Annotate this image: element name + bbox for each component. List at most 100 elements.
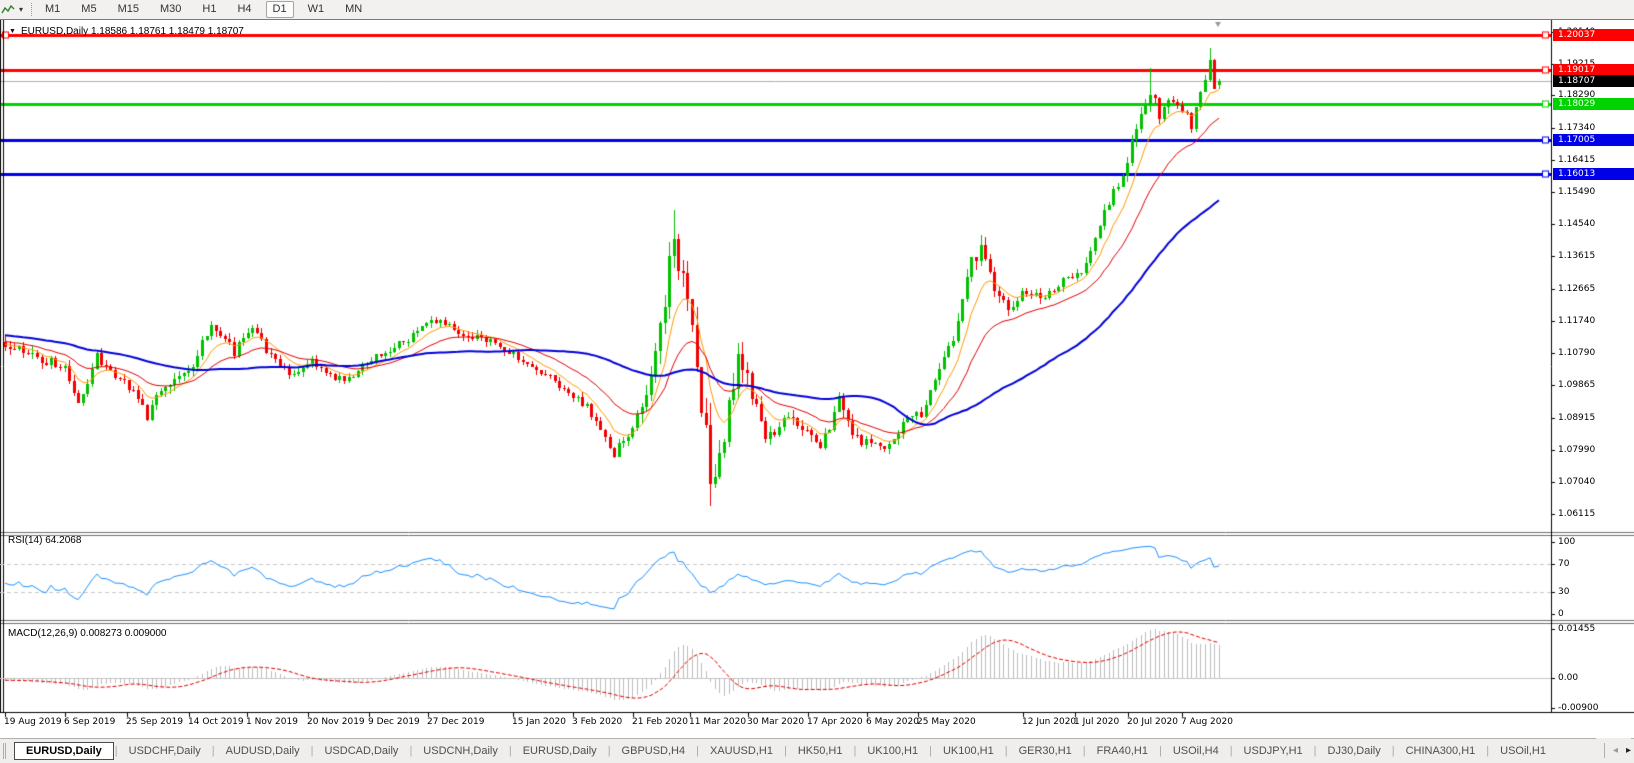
- tabbar-grip: [3, 743, 6, 759]
- tab-divider: |: [929, 745, 932, 757]
- rsi-axis-tick-label: 70: [1558, 559, 1570, 569]
- chart-title: ▼ EURUSD,Daily 1.18586 1.18761 1.18479 1…: [9, 26, 244, 37]
- timeframe-button-m30[interactable]: M30: [159, 3, 182, 15]
- timeframe-button-group: M1 M5 M15 M30 H1 H4 D1 W1 MN: [38, 1, 376, 18]
- macd-indicator-label: MACD(12,26,9) 0.008273 0.009000: [8, 628, 167, 639]
- date-axis-label: 3 Feb 2020: [572, 717, 623, 727]
- chart-tab-uk100-h1-10[interactable]: UK100,H1: [942, 745, 994, 757]
- tab-divider: |: [409, 745, 413, 757]
- symbol-dropdown-icon[interactable]: ▼: [9, 28, 16, 35]
- chart-line-tool-icon[interactable]: [1, 3, 17, 17]
- tab-scroll-divider: [1603, 743, 1605, 758]
- rsi-axis-tick-label: 0: [1558, 609, 1564, 619]
- chart-tab-eurusd-daily-0[interactable]: EURUSD,Daily: [14, 742, 114, 760]
- date-axis-label: 7 Aug 2020: [1181, 717, 1233, 727]
- date-axis-label: 12 Jun 2020: [1022, 717, 1077, 727]
- rsi-axis-tick-label: 30: [1558, 587, 1570, 597]
- tab-divider: |: [1229, 745, 1233, 757]
- chart-window: ▼ EURUSD,Daily 1.18586 1.18761 1.18479 1…: [0, 19, 1634, 739]
- chart-tab-gbpusd-h4-6[interactable]: GBPUSD,H4: [621, 745, 686, 757]
- chevron-down-icon[interactable]: ▾: [19, 5, 24, 14]
- timeframe-button-m5[interactable]: M5: [81, 3, 97, 15]
- chart-tab-audusd-daily-2[interactable]: AUDUSD,Daily: [225, 745, 300, 757]
- tab-divider: |: [1004, 745, 1008, 757]
- timeframe-button-h1[interactable]: H1: [202, 3, 217, 15]
- tab-scroll-left-icon[interactable]: ◂: [1612, 745, 1618, 756]
- tab-divider: |: [853, 745, 857, 757]
- tab-divider: |: [508, 745, 512, 757]
- tab-scroll-controls: ◂ ▸: [1595, 738, 1631, 763]
- tab-scroll-right-icon[interactable]: ▸: [1625, 745, 1631, 756]
- tab-divider: |: [1158, 745, 1162, 757]
- price-axis-tick-label: 1.10790: [1558, 348, 1596, 358]
- price-axis-tick-label: 1.07990: [1558, 445, 1596, 455]
- date-axis-label: 25 May 2020: [917, 717, 976, 727]
- date-axis-label: 6 Sep 2019: [64, 717, 116, 727]
- chart-tab-xauusd-h1-7[interactable]: XAUUSD,H1: [709, 745, 773, 757]
- level-price-label: 1.20037: [1553, 29, 1634, 41]
- chart-tab-china300-h1-16[interactable]: CHINA300,H1: [1405, 745, 1476, 757]
- price-axis-tick-label: 1.11740: [1558, 316, 1596, 326]
- tab-divider: |: [1082, 745, 1086, 757]
- tab-divider: |: [114, 745, 118, 757]
- tab-divider: |: [310, 745, 314, 757]
- timeframe-button-d1[interactable]: D1: [265, 1, 294, 18]
- chart-tab-hk50-h1-8[interactable]: HK50,H1: [797, 745, 843, 757]
- level-price-label: 1.17005: [1553, 134, 1634, 146]
- chart-tab-usoil-h4-13[interactable]: USOil,H4: [1172, 745, 1219, 757]
- date-axis-label: 9 Dec 2019: [368, 717, 420, 727]
- rsi-axis-tick-label: 100: [1558, 537, 1576, 547]
- level-price-label: 1.16013: [1553, 168, 1634, 180]
- price-chart-canvas[interactable]: [0, 20, 1634, 739]
- timeframe-button-w1[interactable]: W1: [307, 3, 325, 15]
- macd-axis-tick-label: -0.00900: [1558, 703, 1599, 713]
- tab-divider: |: [783, 745, 787, 757]
- date-axis-label: 25 Sep 2019: [126, 717, 184, 727]
- timeframe-button-m1[interactable]: M1: [45, 3, 61, 15]
- chart-title-text: EURUSD,Daily 1.18586 1.18761 1.18479 1.1…: [20, 26, 244, 37]
- price-axis-tick-label: 1.08915: [1558, 413, 1596, 423]
- chart-tab-usdchf-daily-1[interactable]: USDCHF,Daily: [128, 745, 201, 757]
- date-axis-label: 17 Apr 2020: [807, 717, 863, 727]
- price-axis-tick-label: 1.17340: [1558, 123, 1596, 133]
- level-price-label: 1.18029: [1553, 98, 1634, 110]
- date-axis-label: 11 Mar 2020: [689, 717, 747, 727]
- top-toolbar: ▾ M1 M5 M15 M30 H1 H4 D1 W1 MN: [0, 0, 1634, 20]
- price-axis-tick-label: 1.06115: [1558, 509, 1596, 519]
- tab-divider: |: [1313, 745, 1317, 757]
- rsi-indicator-label: RSI(14) 64.2068: [8, 535, 82, 546]
- chart-tab-fra40-h1-12[interactable]: FRA40,H1: [1096, 745, 1148, 757]
- chart-tab-usoil-h1-17[interactable]: USOil,H1: [1500, 745, 1546, 757]
- chart-tab-ger30-h1-11[interactable]: GER30,H1: [1018, 745, 1072, 757]
- level-price-label: 1.19017: [1553, 64, 1634, 76]
- date-axis-label: 6 May 2020: [866, 717, 919, 727]
- chart-tab-bar: EURUSD,Daily | USDCHF,Daily | AUDUSD,Daily | U…: [0, 738, 1634, 763]
- tab-divider: |: [211, 745, 215, 757]
- timeframe-button-mn[interactable]: MN: [345, 3, 363, 15]
- tab-divider: |: [1486, 745, 1490, 757]
- date-axis-label: 1 Jul 2020: [1074, 717, 1120, 727]
- chart-tab-usdjpy-h1-14[interactable]: USDJPY,H1: [1243, 745, 1303, 757]
- macd-axis-tick-label: 0.01455: [1558, 624, 1596, 634]
- macd-axis-tick-label: 0.00: [1558, 673, 1579, 683]
- tab-divider: |: [1391, 745, 1395, 757]
- chart-tab-uk100-h1-9[interactable]: UK100,H1: [867, 745, 919, 757]
- price-axis-tick-label: 1.13615: [1558, 251, 1596, 261]
- date-axis-label: 19 Aug 2019: [4, 717, 62, 727]
- toolbar-grip: [31, 3, 33, 16]
- chart-tab-usdcad-daily-3[interactable]: USDCAD,Daily: [324, 745, 399, 757]
- date-axis-label: 15 Jan 2020: [512, 717, 566, 727]
- date-axis-label: 21 Feb 2020: [632, 717, 689, 727]
- tab-divider: |: [696, 745, 699, 757]
- date-axis-label: 20 Nov 2019: [307, 717, 365, 727]
- chart-tab-usdcnh-daily-4[interactable]: USDCNH,Daily: [423, 745, 498, 757]
- timeframe-button-h4[interactable]: H4: [237, 3, 252, 15]
- price-axis-tick-label: 1.14540: [1558, 219, 1596, 229]
- date-axis-label: 1 Nov 2019: [246, 717, 298, 727]
- date-axis-label: 14 Oct 2019: [188, 717, 244, 727]
- timeframe-button-m15[interactable]: M15: [117, 3, 139, 15]
- date-axis-label: 20 Jul 2020: [1127, 717, 1178, 727]
- price-axis-tick-label: 1.16415: [1558, 155, 1596, 165]
- chart-tab-dj30-daily-15[interactable]: DJ30,Daily: [1327, 745, 1381, 757]
- chart-tab-eurusd-daily-5[interactable]: EURUSD,Daily: [522, 745, 597, 757]
